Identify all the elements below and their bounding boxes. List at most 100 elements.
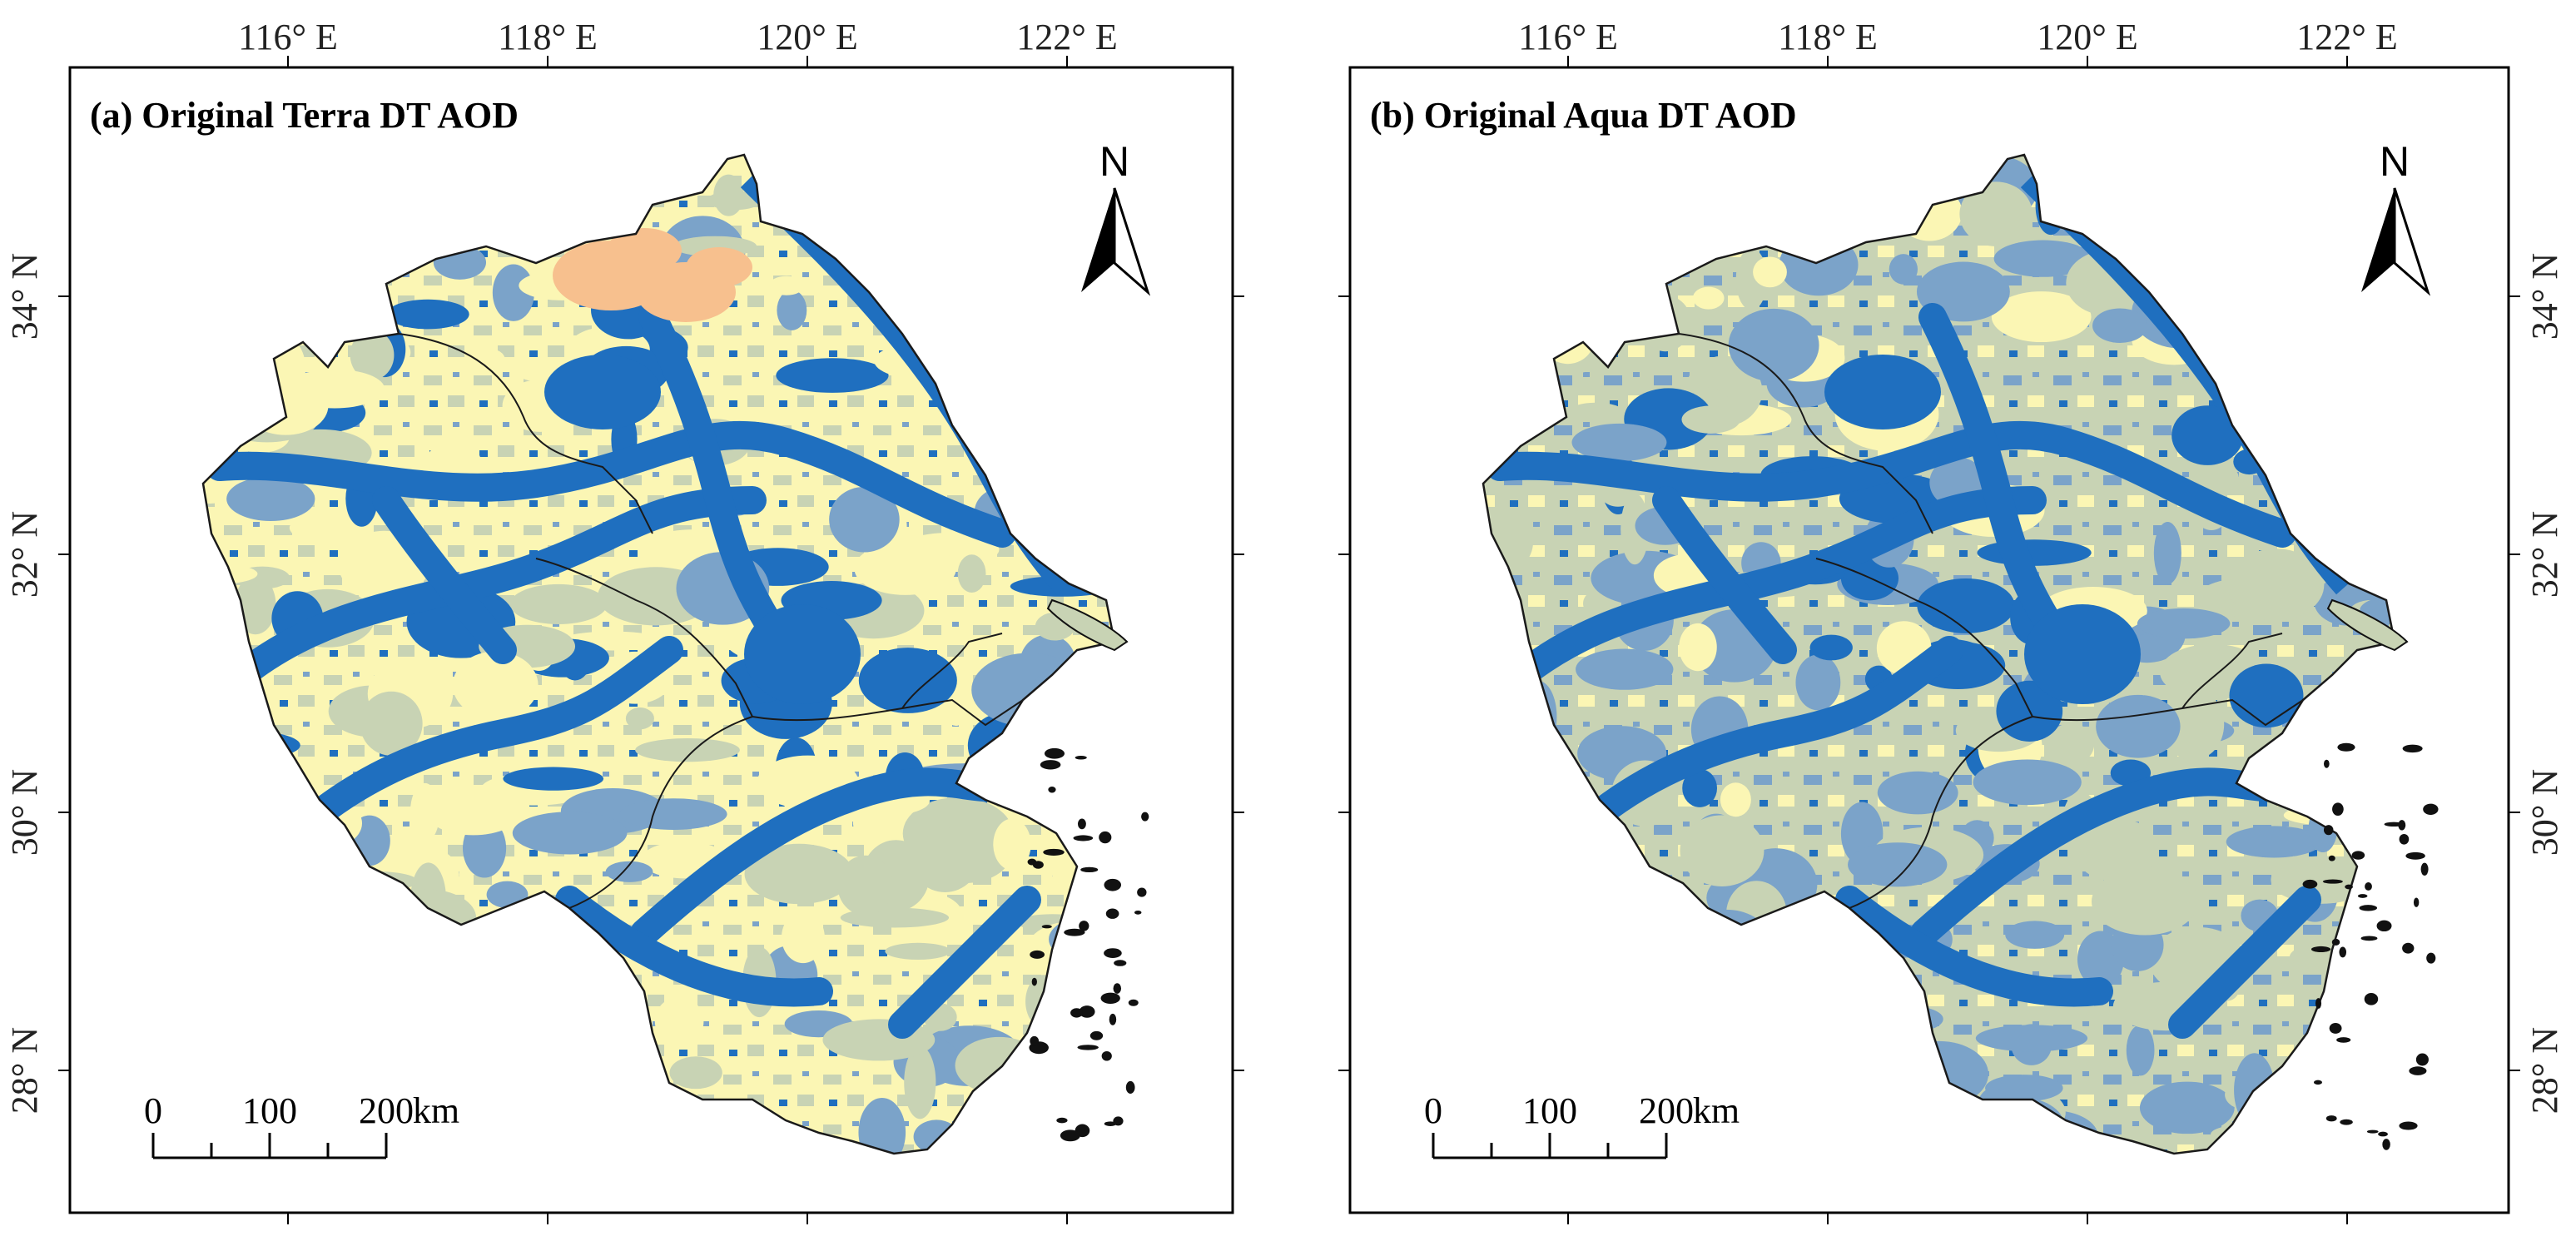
aod-patch bbox=[625, 707, 654, 730]
aod-patch bbox=[2172, 687, 2201, 745]
aod-patch bbox=[452, 651, 539, 719]
low-aod-band bbox=[888, 886, 1041, 1039]
lat-tick-label: 28° N bbox=[4, 1027, 45, 1114]
island bbox=[1100, 992, 1120, 1004]
island bbox=[1030, 950, 1045, 959]
island bbox=[1044, 747, 1065, 759]
island bbox=[2336, 1037, 2351, 1043]
island bbox=[2366, 1129, 2379, 1134]
high-aod-patch bbox=[686, 247, 752, 287]
aod-patch bbox=[1877, 771, 1958, 815]
island bbox=[1109, 1013, 1117, 1025]
aod-patch bbox=[1917, 578, 2015, 633]
aod-patch bbox=[854, 542, 956, 595]
north-arrow-right bbox=[2393, 187, 2431, 296]
island bbox=[2378, 1131, 2388, 1137]
island bbox=[1077, 1045, 1099, 1050]
aod-patch bbox=[707, 191, 762, 211]
lon-tick-label: 120° E bbox=[757, 17, 857, 57]
island bbox=[2409, 1066, 2427, 1075]
island bbox=[1101, 1050, 1112, 1061]
island bbox=[2426, 952, 2436, 964]
map-panel-a: 116° E 118° E 120° E 122° E 34° N 32° N 30° N 2… bbox=[4, 17, 1244, 1224]
aod-patch bbox=[885, 942, 951, 960]
aod-patch bbox=[2197, 464, 2239, 493]
province-border bbox=[398, 333, 653, 534]
aod-patch bbox=[2092, 308, 2148, 344]
aod-patch bbox=[1682, 768, 1718, 807]
scale-label: 200 bbox=[359, 1090, 414, 1131]
low-aod-band bbox=[1918, 303, 2080, 664]
aod-patch bbox=[425, 788, 521, 836]
island bbox=[1137, 887, 1147, 897]
island bbox=[1080, 866, 1099, 873]
aod-patch bbox=[1795, 654, 1841, 711]
island bbox=[2384, 822, 2404, 827]
north-label: N bbox=[1099, 138, 1129, 185]
aod-patch bbox=[1809, 634, 1853, 661]
island bbox=[1064, 928, 1085, 936]
lon-tick-label: 118° E bbox=[1778, 17, 1878, 57]
aod-patch bbox=[669, 1056, 722, 1090]
aod-patch bbox=[285, 369, 385, 409]
island bbox=[2376, 920, 2392, 932]
aod-patch bbox=[2096, 694, 2181, 758]
map-panel-b: 116° E 118° E 120° E 122° E 34° N 32° N 30° N 2… bbox=[1338, 17, 2565, 1224]
island bbox=[2402, 942, 2415, 954]
scale-label: 0 bbox=[144, 1090, 162, 1131]
island bbox=[1134, 910, 1142, 915]
north-arrow-icon: N bbox=[2361, 138, 2431, 296]
island bbox=[2413, 897, 2420, 907]
aod-patch bbox=[350, 330, 395, 380]
aod-patch bbox=[226, 476, 315, 521]
aod-patch bbox=[993, 818, 1031, 871]
aod-patch bbox=[360, 691, 423, 756]
aod-patch bbox=[1977, 539, 2092, 566]
lon-tick-label: 116° E bbox=[1518, 17, 1618, 57]
aod-patch bbox=[1621, 493, 1650, 565]
aod-patch bbox=[957, 554, 986, 593]
aod-patch bbox=[1959, 181, 2033, 246]
aod-patch bbox=[2227, 549, 2325, 621]
island bbox=[1032, 861, 1044, 869]
aod-patch bbox=[768, 276, 805, 295]
aod-patch bbox=[619, 798, 727, 830]
province-border bbox=[1678, 333, 1933, 534]
aod-patch bbox=[1720, 782, 1751, 817]
island bbox=[1056, 1117, 1068, 1124]
island bbox=[1041, 925, 1052, 929]
island bbox=[1079, 921, 1089, 931]
lat-tick-label: 32° N bbox=[2524, 511, 2565, 598]
aod-patch bbox=[635, 738, 740, 762]
island bbox=[2420, 862, 2429, 876]
aod-patch bbox=[503, 767, 604, 791]
aod-patch bbox=[781, 911, 825, 964]
aod-patch bbox=[1679, 623, 1717, 672]
island bbox=[2340, 1119, 2353, 1125]
low-aod-band bbox=[1519, 486, 2047, 681]
low-aod-band bbox=[206, 420, 1016, 548]
island bbox=[2415, 1053, 2429, 1066]
island bbox=[1070, 1008, 1083, 1018]
island bbox=[2357, 894, 2368, 898]
island bbox=[1104, 1121, 1117, 1126]
aod-patch bbox=[904, 1045, 936, 1119]
island bbox=[2337, 742, 2355, 752]
province-border bbox=[1849, 716, 2033, 909]
aod-patch bbox=[2171, 405, 2244, 465]
island bbox=[1075, 756, 1087, 760]
aod-patch bbox=[744, 843, 854, 905]
island bbox=[2382, 1139, 2390, 1150]
low-aod-band bbox=[372, 486, 517, 664]
province-border bbox=[752, 698, 1024, 727]
aod-patch bbox=[289, 513, 372, 544]
island bbox=[2423, 803, 2439, 816]
lat-tick-label: 28° N bbox=[2524, 1027, 2565, 1114]
island bbox=[2328, 855, 2335, 861]
aod-patch bbox=[512, 812, 628, 855]
island bbox=[2331, 938, 2340, 946]
aod-patch bbox=[1567, 402, 1625, 422]
